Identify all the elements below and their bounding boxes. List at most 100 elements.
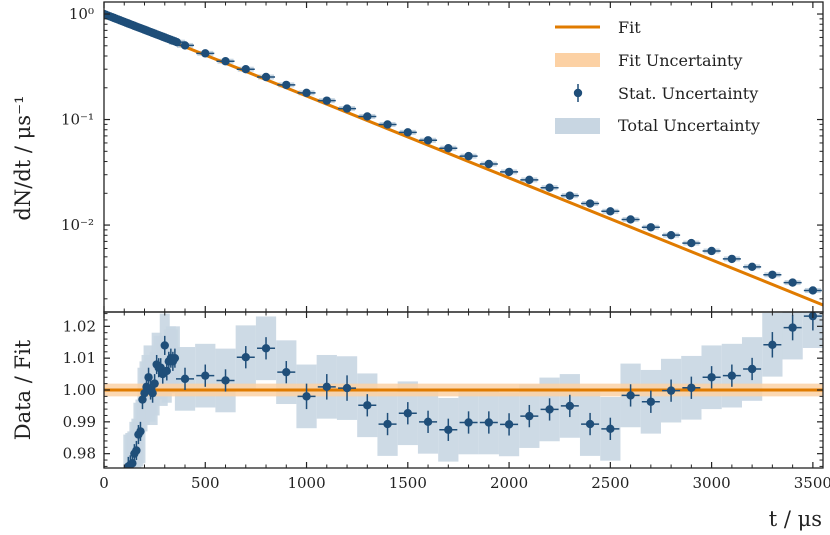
data-point-top xyxy=(172,37,182,47)
data-point-bottom xyxy=(180,374,190,384)
legend-fit-uncertainty-label: Fit Uncertainty xyxy=(618,51,742,70)
bottom-y-axis-label: Data / Fit xyxy=(11,339,35,440)
x-tick-label: 500 xyxy=(191,474,220,492)
data-point-bottom xyxy=(403,409,413,418)
data-point-top xyxy=(221,57,230,66)
data-point-top xyxy=(241,64,250,74)
bottom-y-tick-label: 1.02 xyxy=(63,317,96,335)
data-point-top xyxy=(201,49,210,58)
data-point-top xyxy=(423,136,433,145)
data-point-top xyxy=(282,80,291,90)
data-point-bottom xyxy=(241,353,250,362)
data-point-bottom xyxy=(201,371,210,380)
data-point-bottom xyxy=(484,418,494,427)
data-point-bottom xyxy=(788,323,797,332)
data-point-bottom xyxy=(162,366,171,376)
bottom-y-tick-label: 1.01 xyxy=(63,349,96,367)
bottom-y-tick-label: 0.99 xyxy=(63,413,96,431)
data-point-top xyxy=(808,286,818,295)
legend: Fit Fit Uncertainty Stat. Uncertainty To… xyxy=(555,18,760,135)
legend-total-uncertainty-swatch xyxy=(555,118,600,134)
data-point-bottom xyxy=(606,424,615,434)
data-point-bottom xyxy=(585,419,595,429)
data-point-top xyxy=(302,88,311,98)
top-y-axis-label: dN/dt / μs⁻¹ xyxy=(11,95,35,220)
axis-ticks: 10⁰ 10⁻¹ 10⁻² 0.98 0.99 1.00 1.01 1.02 0 500 1000 1… xyxy=(61,2,830,492)
data-point-top xyxy=(727,254,737,264)
data-point-top xyxy=(504,167,514,177)
data-point-bottom xyxy=(464,418,473,427)
data-point-top xyxy=(565,191,575,200)
x-tick-label: 2500 xyxy=(591,474,629,492)
data-point-bottom xyxy=(525,411,534,421)
data-point-top xyxy=(606,207,615,216)
data-point-top xyxy=(403,128,413,137)
data-points-top xyxy=(104,9,822,295)
data-point-top xyxy=(444,144,453,153)
x-tick-label: 1500 xyxy=(389,474,427,492)
data-point-bottom xyxy=(136,427,145,436)
data-point-bottom xyxy=(322,382,331,392)
data-point-top xyxy=(525,175,534,185)
legend-fit-uncertainty-swatch xyxy=(555,53,600,67)
data-point-bottom xyxy=(342,383,352,393)
data-point-top xyxy=(666,230,676,240)
data-point-top xyxy=(585,199,595,208)
x-tick-label: 3000 xyxy=(693,474,731,492)
legend-stat-uncertainty-label: Stat. Uncertainty xyxy=(618,84,758,103)
legend-total-uncertainty-label: Total Uncertainty xyxy=(618,116,760,135)
data-point-bottom xyxy=(504,420,514,429)
top-y-tick-label: 10⁻¹ xyxy=(61,111,94,129)
data-point-top xyxy=(261,72,271,82)
data-point-top xyxy=(363,112,372,121)
data-point-bottom xyxy=(221,376,230,385)
data-point-bottom xyxy=(768,340,777,349)
legend-stat-marker xyxy=(573,88,583,98)
data-point-bottom xyxy=(565,401,575,411)
data-point-bottom xyxy=(444,425,453,434)
data-point-top xyxy=(545,183,554,192)
data-point-bottom xyxy=(707,373,716,382)
data-point-bottom xyxy=(170,353,180,363)
data-point-top xyxy=(788,278,797,287)
data-point-bottom xyxy=(687,383,696,392)
data-point-bottom xyxy=(727,371,737,380)
data-point-bottom xyxy=(666,386,676,395)
data-point-top xyxy=(180,41,190,50)
top-y-tick-label: 10⁻² xyxy=(61,216,94,234)
data-point-top xyxy=(768,270,777,279)
x-tick-label: 2000 xyxy=(490,474,528,492)
x-tick-label: 3500 xyxy=(794,474,830,492)
data-point-top xyxy=(626,215,635,224)
data-point-top xyxy=(383,120,392,129)
data-point-top xyxy=(707,246,716,256)
x-tick-label: 0 xyxy=(99,474,109,492)
data-point-top xyxy=(747,262,757,272)
data-point-top xyxy=(687,238,696,248)
data-point-bottom xyxy=(302,392,311,401)
data-point-bottom xyxy=(747,364,757,374)
bottom-y-tick-label: 1.00 xyxy=(63,381,96,399)
data-point-bottom xyxy=(626,391,635,400)
data-point-bottom xyxy=(646,397,656,406)
bottom-y-tick-label: 0.98 xyxy=(63,445,96,463)
top-y-tick-label: 10⁰ xyxy=(69,5,94,23)
data-point-top xyxy=(464,151,473,161)
data-point-top xyxy=(342,104,352,113)
data-point-bottom xyxy=(545,405,554,414)
data-point-top xyxy=(484,159,494,169)
data-point-top xyxy=(322,96,331,105)
data-point-bottom xyxy=(363,401,372,410)
data-point-bottom xyxy=(144,373,153,382)
data-point-bottom xyxy=(132,446,141,455)
data-point-bottom xyxy=(423,417,433,427)
x-axis-label: t / μs xyxy=(769,507,822,531)
data-point-top xyxy=(646,223,656,232)
data-point-bottom xyxy=(128,459,137,468)
data-point-bottom xyxy=(150,379,159,388)
data-point-bottom xyxy=(282,367,291,377)
x-tick-label: 1000 xyxy=(287,474,325,492)
data-point-bottom xyxy=(160,341,169,350)
data-point-bottom xyxy=(148,388,157,398)
